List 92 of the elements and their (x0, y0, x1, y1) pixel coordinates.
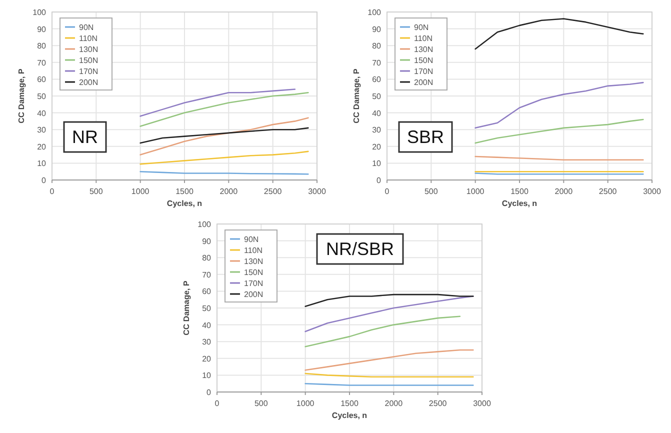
x-tick-label: 3000 (473, 399, 492, 408)
y-tick-label: 60 (37, 75, 47, 84)
line-series (304, 349, 474, 371)
x-tick-label: 1000 (296, 399, 315, 408)
x-axis-title: Cycles, n (166, 199, 202, 208)
y-tick-label: 90 (202, 236, 212, 246)
legend-label: 150N (79, 56, 98, 65)
y-tick-label: 30 (372, 126, 382, 135)
x-axis-title: Cycles, n (502, 199, 538, 208)
y-tick-label: 10 (37, 159, 47, 168)
y-tick-label: 20 (202, 354, 212, 364)
y-tick-label: 40 (372, 108, 382, 118)
y-tick-label: 60 (372, 75, 382, 84)
x-tick-label: 3000 (308, 187, 326, 196)
legend-label: 150N (414, 56, 434, 65)
line-series (140, 127, 309, 144)
x-tick-label: 2500 (264, 187, 282, 196)
y-tick-label: 70 (37, 58, 47, 68)
y-axis-title: CC Damage, P (352, 68, 361, 124)
y-tick-label: 0 (42, 176, 47, 185)
line-series (474, 18, 644, 50)
legend-label: 90N (244, 235, 259, 244)
y-tick-label: 40 (37, 108, 47, 118)
y-tick-label: 90 (372, 24, 382, 34)
legend-label: 200N (244, 290, 264, 299)
x-tick-label: 1000 (466, 187, 485, 196)
y-tick-label: 60 (202, 287, 212, 296)
legend-label: 200N (79, 78, 98, 87)
legend-label: 170N (244, 279, 264, 288)
x-tick-label: 0 (214, 399, 220, 408)
x-axis-title: Cycles, n (332, 411, 368, 420)
x-tick-label: 2000 (220, 187, 238, 196)
y-axis-title: CC Damage, P (182, 280, 191, 336)
y-tick-label: 80 (202, 254, 212, 263)
line-series (474, 118, 644, 144)
x-tick-label: 1500 (176, 187, 194, 196)
y-tick-label: 70 (372, 58, 382, 68)
y-tick-label: 40 (202, 320, 212, 330)
legend-label: 150N (244, 268, 264, 277)
y-tick-label: 30 (202, 338, 212, 347)
x-tick-label: 2500 (428, 399, 448, 408)
y-tick-label: 100 (32, 8, 47, 17)
line-series (140, 150, 309, 165)
y-tick-label: 70 (202, 270, 212, 280)
y-tick-label: 100 (368, 8, 382, 17)
y-tick-label: 50 (37, 92, 47, 101)
annotation: NR/SBR (326, 239, 394, 259)
y-tick-label: 20 (372, 142, 382, 152)
legend-label: 110N (414, 34, 433, 43)
y-tick-label: 80 (37, 42, 47, 51)
y-axis-title: CC Damage, P (17, 68, 26, 124)
x-tick-label: 1000 (131, 187, 150, 196)
x-tick-label: 500 (89, 187, 104, 196)
y-tick-label: 20 (37, 142, 47, 152)
y-tick-label: 10 (372, 159, 382, 168)
line-series (474, 82, 644, 129)
legend-label: 110N (244, 246, 263, 255)
x-tick-label: 0 (50, 187, 55, 196)
legend-label: 130N (414, 45, 434, 54)
annotation: SBR (406, 127, 444, 147)
line-series (140, 92, 309, 127)
y-tick-label: 0 (376, 176, 382, 185)
y-tick-label: 80 (372, 42, 382, 51)
line-series (140, 88, 296, 117)
x-tick-label: 2000 (554, 187, 574, 196)
legend-label: 90N (414, 23, 429, 32)
legend-label: 90N (79, 23, 94, 32)
x-tick-label: 1500 (340, 399, 359, 408)
x-tick-label: 1500 (510, 187, 529, 196)
line-series (304, 294, 474, 307)
x-tick-label: 3000 (643, 187, 662, 196)
legend-label: 130N (244, 257, 264, 266)
y-tick-label: 30 (37, 126, 47, 135)
legend-label: 130N (79, 45, 98, 54)
x-tick-label: 2500 (598, 187, 618, 196)
y-tick-label: 50 (372, 92, 382, 101)
x-tick-label: 500 (424, 187, 438, 196)
x-tick-label: 2000 (384, 399, 404, 408)
y-tick-label: 100 (198, 220, 212, 229)
legend-label: 170N (79, 67, 98, 76)
legend-label: 200N (414, 78, 434, 87)
y-tick-label: 90 (37, 24, 47, 34)
y-tick-label: 50 (202, 304, 212, 313)
x-tick-label: 500 (254, 399, 268, 408)
legend-label: 170N (414, 67, 434, 76)
y-tick-label: 10 (202, 371, 212, 380)
legend-label: 110N (79, 34, 98, 43)
line-series (140, 117, 309, 156)
x-tick-label: 0 (384, 187, 390, 196)
line-series (304, 316, 461, 348)
annotation: NR (72, 127, 98, 147)
y-tick-label: 0 (206, 388, 212, 397)
